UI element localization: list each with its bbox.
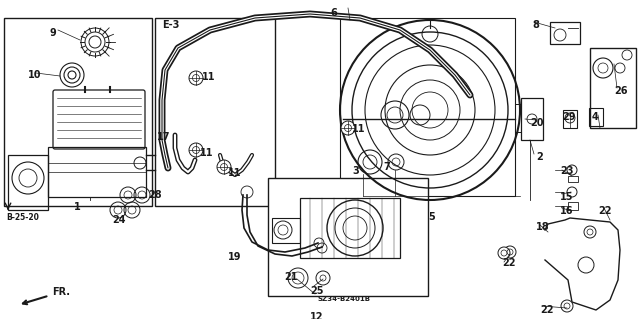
Text: 9: 9 bbox=[50, 28, 57, 38]
Bar bbox=[521, 98, 543, 140]
Bar bbox=[590, 48, 636, 128]
Bar bbox=[568, 176, 578, 182]
Circle shape bbox=[189, 71, 203, 85]
Circle shape bbox=[498, 247, 510, 259]
Text: 12: 12 bbox=[310, 312, 323, 319]
Text: 17: 17 bbox=[157, 132, 170, 142]
Text: 11: 11 bbox=[202, 72, 216, 82]
Text: 7: 7 bbox=[383, 162, 390, 172]
Bar bbox=[300, 198, 400, 258]
Bar bbox=[568, 202, 578, 210]
Text: 19: 19 bbox=[228, 252, 241, 262]
Bar bbox=[563, 110, 577, 128]
Bar bbox=[272, 218, 300, 243]
Text: 10: 10 bbox=[28, 70, 42, 80]
Text: 29: 29 bbox=[562, 112, 575, 122]
Text: 6: 6 bbox=[330, 8, 337, 18]
Text: 22: 22 bbox=[540, 305, 554, 315]
Bar bbox=[48, 147, 146, 197]
Text: 28: 28 bbox=[148, 190, 162, 200]
Bar bbox=[589, 108, 603, 126]
Text: 8: 8 bbox=[532, 20, 539, 30]
Bar bbox=[4, 18, 152, 206]
Text: B-25-20: B-25-20 bbox=[6, 213, 39, 222]
Circle shape bbox=[504, 246, 516, 258]
Text: 24: 24 bbox=[112, 215, 125, 225]
Text: 15: 15 bbox=[560, 192, 573, 202]
Bar bbox=[268, 178, 428, 296]
Text: 4: 4 bbox=[592, 112, 599, 122]
Text: 18: 18 bbox=[536, 222, 550, 232]
Text: E-3: E-3 bbox=[162, 20, 179, 30]
Circle shape bbox=[189, 143, 203, 157]
Text: 11: 11 bbox=[200, 148, 214, 158]
Text: 26: 26 bbox=[614, 86, 627, 96]
Bar bbox=[340, 18, 515, 196]
Bar bbox=[8, 155, 48, 210]
Text: 11: 11 bbox=[352, 124, 365, 134]
Text: 11: 11 bbox=[228, 168, 241, 178]
Text: 25: 25 bbox=[310, 286, 323, 296]
Bar bbox=[515, 104, 521, 132]
Text: SZ34-B2401B: SZ34-B2401B bbox=[318, 296, 371, 302]
Text: 21: 21 bbox=[284, 272, 298, 282]
Circle shape bbox=[217, 160, 231, 174]
Circle shape bbox=[341, 121, 355, 135]
Bar bbox=[550, 22, 580, 44]
Circle shape bbox=[561, 300, 573, 312]
Circle shape bbox=[584, 226, 596, 238]
Text: 3: 3 bbox=[352, 166, 359, 176]
Text: 22: 22 bbox=[598, 206, 611, 216]
Text: 16: 16 bbox=[560, 206, 573, 216]
Text: 22: 22 bbox=[502, 258, 515, 268]
Bar bbox=[155, 18, 275, 206]
Text: 2: 2 bbox=[536, 152, 543, 162]
Text: 23: 23 bbox=[560, 166, 573, 176]
Text: 5: 5 bbox=[428, 212, 435, 222]
Text: 20: 20 bbox=[530, 118, 543, 128]
Text: FR.: FR. bbox=[23, 287, 70, 304]
Text: 1: 1 bbox=[74, 202, 81, 212]
